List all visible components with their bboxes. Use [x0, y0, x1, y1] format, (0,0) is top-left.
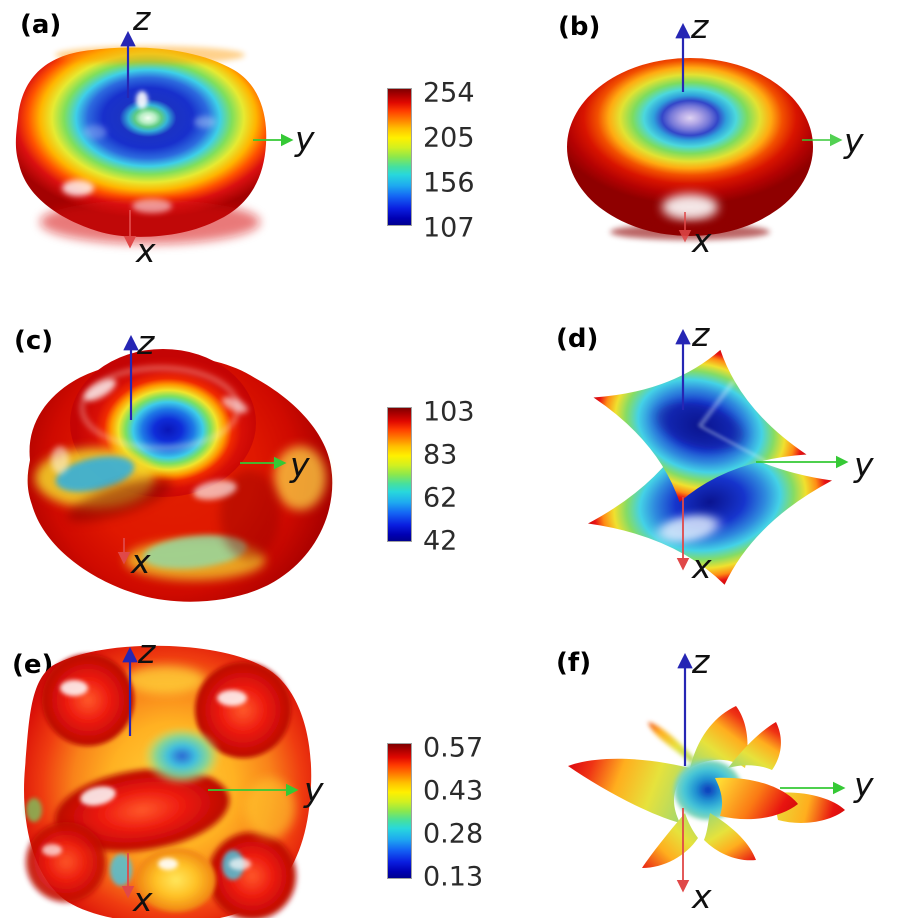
panel-label-a: (a): [20, 10, 62, 40]
colorbar1-tick: 205: [423, 122, 475, 154]
colorbar3-tick: 0.57: [423, 732, 484, 764]
y-axis-label: y: [843, 121, 864, 160]
colorbar1-tick: 107: [423, 212, 475, 244]
x-axis-label: x: [132, 880, 153, 918]
colorbar1-tick: 254: [423, 77, 475, 109]
y-axis-label: y: [303, 770, 324, 809]
panel-label-d: (d): [556, 324, 599, 354]
panel-label-b: (b): [558, 12, 601, 42]
surface-f: [568, 706, 845, 868]
colorbar3-tick: 0.28: [423, 818, 484, 850]
colorbar1-tick: 156: [423, 167, 475, 199]
z-axis-label: z: [132, 0, 151, 38]
x-axis-label: x: [691, 221, 712, 260]
x-axis-label: x: [691, 547, 712, 586]
panel-label-f: (f): [556, 648, 592, 678]
colorbar3-tick: 0.13: [423, 861, 484, 893]
z-axis-label: z: [691, 642, 710, 681]
panel-b-plot: z y x: [567, 7, 864, 260]
panel-c-plot: z y x: [27, 323, 333, 602]
panel-label-c: (c): [14, 326, 54, 356]
surface-d-upper-sheet: [573, 321, 827, 531]
colorbar2-tick: 103: [423, 396, 475, 428]
surface-d-lower-sheet: [573, 397, 847, 607]
y-axis-label: y: [853, 445, 874, 484]
colorbar3-tick: 0.43: [423, 775, 484, 807]
surface-b: [567, 58, 813, 236]
y-axis-label: y: [853, 765, 874, 804]
z-axis-label: z: [136, 323, 155, 362]
z-axis-label: z: [690, 7, 709, 46]
panel-a-plot: z y x: [15, 0, 315, 270]
y-axis-label: y: [294, 119, 315, 158]
colorbar2-tick: 83: [423, 439, 458, 471]
x-axis-label: x: [130, 542, 151, 581]
surface-a-highlights: [40, 46, 260, 244]
panel-d-plot: z y x: [573, 315, 874, 607]
x-axis-label: x: [691, 877, 712, 916]
colorbar-row1: [387, 88, 412, 226]
colorbar2-tick: 62: [423, 482, 458, 514]
z-axis-label: z: [691, 315, 710, 354]
surface-e-details: [26, 654, 296, 918]
panel-e-plot: z y x: [24, 632, 324, 918]
y-axis-label: y: [289, 445, 310, 484]
z-axis-label: z: [137, 632, 156, 671]
surface-c-details: [35, 349, 326, 580]
x-axis-label: x: [135, 231, 156, 270]
colorbar-row3: [387, 743, 412, 879]
panel-f-plot: z y x: [568, 642, 874, 916]
colorbar2-tick: 42: [423, 525, 458, 557]
colorbar-row2: [387, 407, 412, 542]
